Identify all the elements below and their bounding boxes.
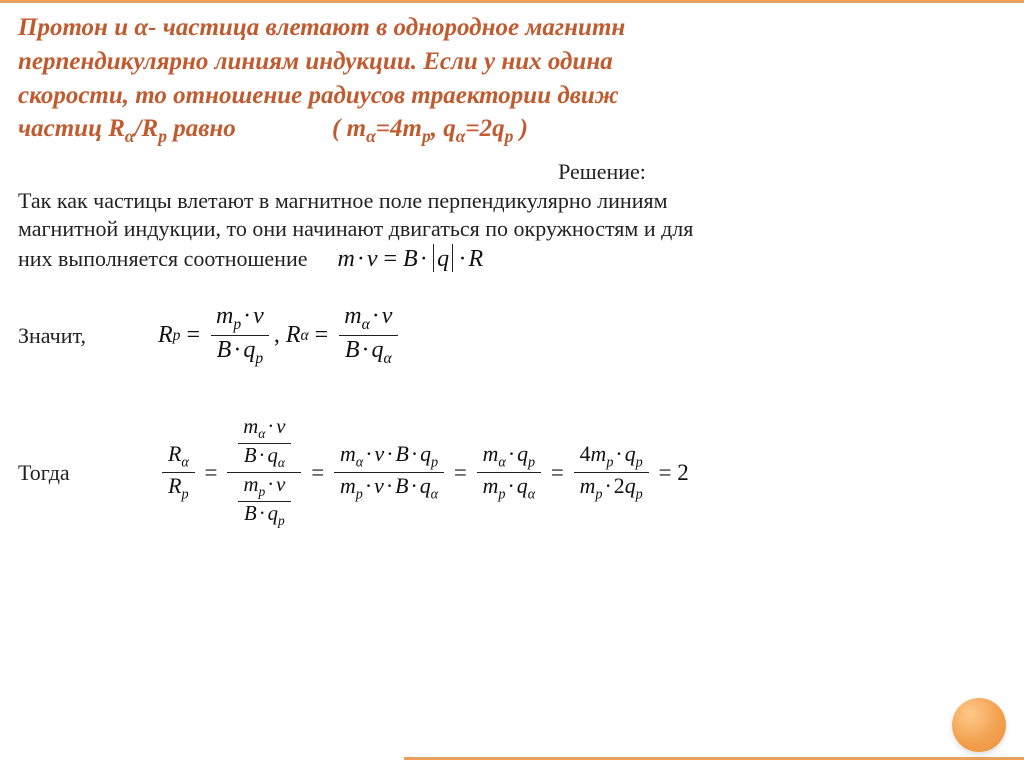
equation-rp: Rp = mp·v B·qp , Rα = mα·v B·qα — [158, 303, 402, 368]
lead-label: Тогда — [18, 460, 158, 486]
solution-paragraph: них выполняется соотношение m·v = B· q ·… — [0, 244, 1024, 275]
problem-line: перпендикулярно линиям индукции. Если у … — [18, 45, 1006, 79]
equation-row-rp-ra: Значит, Rp = mp·v B·qp , Rα = mα·v B·qα — [0, 303, 1024, 368]
problem-line: частиц Rα/Rp равно ( mα=4mp, qα=2qp ) — [18, 112, 1006, 149]
problem-line: Протон и α- частица влетают в однородное… — [18, 11, 1006, 45]
solution-heading: Решение: — [0, 159, 1024, 185]
equation-row-chain: Тогда Rα Rp = mα·v B·qα mp·v B·qp = mα — [0, 416, 1024, 530]
solution-paragraph: Так как частицы влетают в магнитное поле… — [0, 187, 1024, 216]
problem-line: скорости, то отношение радиусов траектор… — [18, 79, 1006, 113]
decorative-circle-icon — [952, 698, 1006, 752]
equation-balance: m·v = B· q ·R — [307, 244, 483, 275]
equation-chain: Rα Rp = mα·v B·qα mp·v B·qp = mα·v·B·qp … — [158, 416, 689, 530]
solution-paragraph: магнитной индукции, то они начинают двиг… — [0, 215, 1024, 244]
decorative-bar — [404, 757, 1024, 760]
problem-statement: Протон и α- частица влетают в однородное… — [0, 3, 1024, 153]
solution-text: них выполняется соотношение — [18, 245, 307, 274]
lead-label: Значит, — [18, 323, 158, 349]
